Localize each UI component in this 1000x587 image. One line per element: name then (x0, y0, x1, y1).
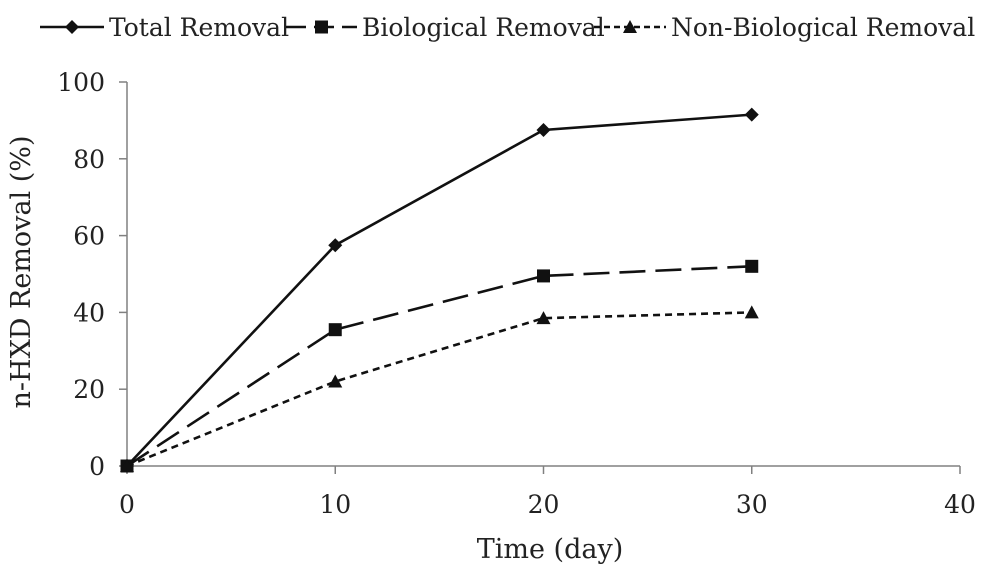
series-group (120, 107, 759, 473)
x-tick-label: 0 (119, 490, 135, 519)
triangle-marker (536, 311, 551, 325)
x-tick-label: 20 (528, 490, 560, 519)
triangle-marker (120, 459, 134, 472)
legend-label: Non-Biological Removal (671, 13, 975, 42)
diamond-marker (744, 107, 759, 122)
series-line (126, 113, 752, 467)
diamond-marker (328, 238, 343, 253)
legend-item: Biological Removal (286, 13, 605, 42)
diamond-marker (65, 20, 79, 34)
diamond-marker (536, 123, 551, 137)
y-tick-label: 60 (73, 222, 105, 251)
y-tick-label: 100 (57, 68, 105, 97)
y-tick-label: 40 (73, 298, 105, 327)
legend-label: Biological Removal (362, 13, 605, 42)
y-tick-label: 0 (89, 452, 105, 481)
y-ticks: 0 20 40 60 80 100 (57, 68, 127, 481)
legend-item: Non-Biological Removal (594, 13, 975, 42)
x-tick-label: 10 (319, 490, 351, 519)
x-tick-label: 30 (736, 490, 768, 519)
x-tick-label: 40 (944, 490, 976, 519)
legend: Total Removal Biological Removal Non-Biolo… (40, 13, 975, 42)
x-ticks: 0 10 20 30 40 (119, 466, 976, 519)
triangle-marker (744, 305, 759, 319)
square-marker (745, 259, 759, 273)
square-marker (315, 20, 328, 34)
series-line (126, 265, 752, 468)
series-line (126, 311, 752, 468)
triangle-marker (328, 374, 343, 388)
y-tick-label: 80 (73, 145, 105, 174)
y-tick-label: 20 (73, 375, 105, 404)
x-axis-title: Time (day) (477, 534, 624, 565)
y-axis-title: n-HXD Removal (%) (6, 136, 37, 409)
legend-item: Total Removal (40, 13, 289, 42)
triangle-marker (623, 20, 637, 33)
square-marker (328, 323, 342, 337)
square-marker (537, 269, 550, 283)
legend-label: Total Removal (109, 13, 289, 42)
